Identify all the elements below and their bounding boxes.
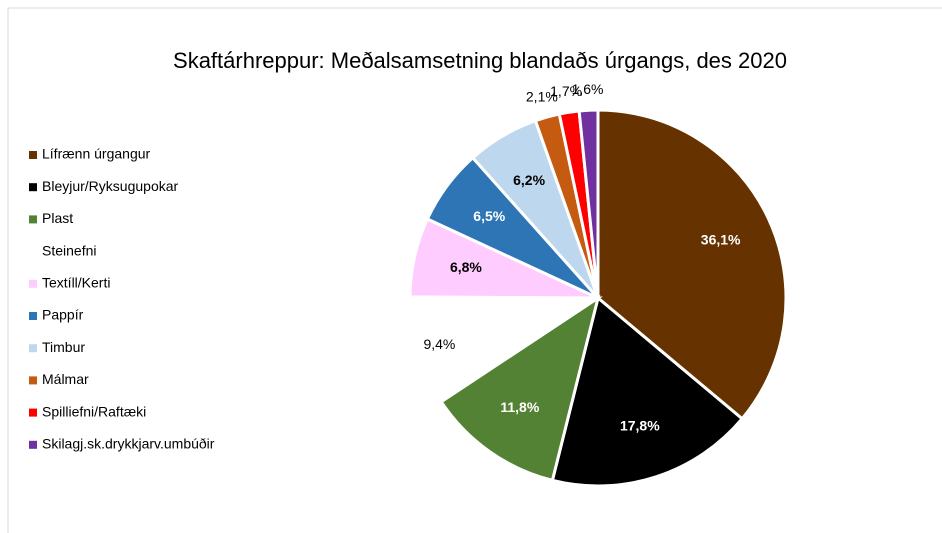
legend-label: Málmar xyxy=(42,371,89,387)
pie-slice xyxy=(577,108,600,299)
legend-label: Bleyjur/Ryksugupokar xyxy=(42,178,179,194)
data-label: 6,8% xyxy=(450,259,482,275)
data-label: 11,8% xyxy=(500,399,539,415)
chart-title: Skaftárhreppur: Meðalsamsetning blandaðs… xyxy=(173,48,787,73)
legend-marker xyxy=(29,408,37,417)
data-label: 17,8% xyxy=(620,417,660,433)
legend-label: Textíll/Kerti xyxy=(42,275,110,291)
data-label: 6,2% xyxy=(513,172,545,188)
legend-label: Lífrænn úrgangur xyxy=(42,146,151,162)
legend-label: Steinefni xyxy=(42,242,96,258)
data-label: 1,7% xyxy=(550,83,582,99)
legend-marker xyxy=(29,215,37,224)
legend-marker xyxy=(29,376,37,385)
pie-slice xyxy=(596,108,788,421)
legend-marker xyxy=(29,151,37,159)
legend-marker xyxy=(29,183,37,192)
legend-label: Timbur xyxy=(42,339,85,355)
legend-marker xyxy=(29,247,37,256)
legend-marker xyxy=(29,312,37,320)
data-label: 36,1% xyxy=(701,231,741,247)
data-label: 2,1% xyxy=(526,88,558,104)
legend-marker xyxy=(29,344,37,353)
pie-slice xyxy=(550,295,745,488)
data-label: 1,6% xyxy=(572,81,604,97)
data-label: 6,5% xyxy=(473,208,505,224)
legend-label: Spilliefni/Raftæki xyxy=(42,403,146,419)
pie-slice xyxy=(408,295,603,404)
legend-label: Pappír xyxy=(42,307,84,323)
legend-marker xyxy=(29,279,37,288)
data-label: 9,4% xyxy=(423,336,455,352)
legend-marker xyxy=(29,440,37,449)
legend-label: Plast xyxy=(42,210,73,226)
legend-label: Skilagj.sk.drykkjarv.umbúðir xyxy=(42,436,215,452)
pie-slice xyxy=(439,294,601,483)
